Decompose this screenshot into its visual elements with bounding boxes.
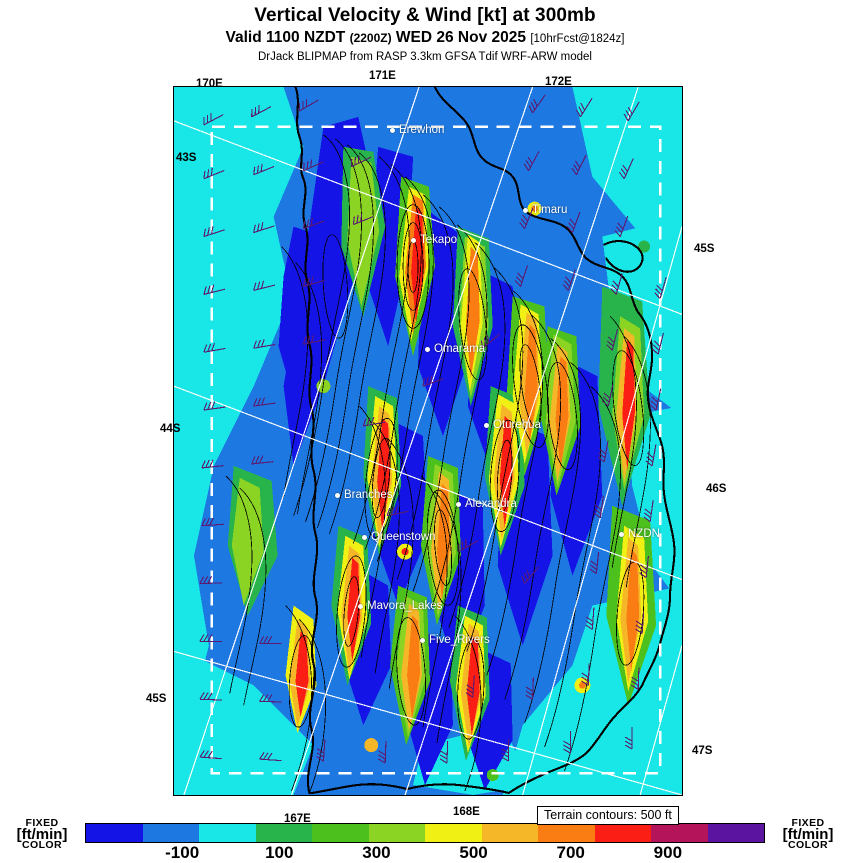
city-label: NZDN bbox=[628, 528, 660, 540]
colorbar-units-left: FIXED [ft/min] COLOR bbox=[2, 818, 82, 851]
city-dot-icon bbox=[425, 346, 430, 352]
colorbar-swatch-4 bbox=[312, 824, 369, 842]
city-label: Branches bbox=[344, 489, 393, 501]
map-frame[interactable] bbox=[173, 86, 683, 796]
colorbar-fixed-label-right: FIXED bbox=[791, 817, 825, 829]
colorbar-swatch-6 bbox=[425, 824, 482, 842]
colorbar-color-label-left: COLOR bbox=[22, 839, 62, 851]
colorbar-tick--100: -100 bbox=[165, 843, 200, 862]
lat-label-46s-4: 46S bbox=[706, 483, 727, 495]
valid-date: WED 26 Nov 2025 bbox=[395, 29, 527, 46]
lon-label-170e: 170E bbox=[196, 78, 223, 90]
lat-label-47s-5: 47S bbox=[692, 745, 713, 757]
city-dot-icon bbox=[335, 492, 340, 498]
city-label: Erewhon bbox=[399, 124, 445, 136]
city-label: Alexandra bbox=[465, 498, 517, 510]
colorbar-tick-300: 300 bbox=[362, 843, 391, 862]
map-panel[interactable] bbox=[173, 86, 683, 796]
city-dot-icon bbox=[362, 534, 367, 540]
city-dot-icon bbox=[358, 603, 363, 609]
city-label: Tekapo bbox=[420, 234, 458, 246]
city-marker-queenstown[interactable]: Queenstown bbox=[362, 531, 436, 543]
colorbar-tick-labels: -100 100 300 500 700 900 bbox=[85, 843, 765, 863]
valid-zulu: (2200Z) bbox=[349, 31, 392, 45]
lat-label-45s-2: 45S bbox=[146, 693, 167, 705]
colorbar-fixed-label-left: FIXED bbox=[25, 817, 59, 829]
city-label: Five_Rivers bbox=[429, 634, 490, 646]
city-marker-omarama[interactable]: Omarama bbox=[425, 343, 485, 355]
city-marker-alexandra[interactable]: Alexandra bbox=[456, 498, 517, 510]
city-label: Oturehua bbox=[493, 419, 541, 431]
city-label: Mavora_Lakes bbox=[367, 600, 443, 612]
lat-label-43s-0: 43S bbox=[176, 152, 197, 164]
colorbar-swatch-5 bbox=[368, 824, 425, 842]
page-title: Vertical Velocity & Wind [kt] at 300mb bbox=[254, 5, 596, 26]
colorbar-tick-900: 900 bbox=[653, 843, 683, 862]
city-label: Queenstown bbox=[371, 531, 436, 543]
lat-label-44s-1: 44S bbox=[160, 423, 181, 435]
city-marker-erewhon[interactable]: Erewhon bbox=[390, 124, 444, 136]
colorbar-units-right: FIXED [ft/min] COLOR bbox=[768, 818, 848, 851]
city-marker-mavora-lakes[interactable]: Mavora_Lakes bbox=[358, 600, 442, 612]
city-marker-oturehua[interactable]: Oturehua bbox=[484, 419, 541, 431]
city-dot-icon bbox=[411, 237, 416, 243]
lon-label-168e: 168E bbox=[453, 806, 480, 818]
colorbar-swatch-8 bbox=[538, 824, 595, 842]
colorbar-tick-100: 100 bbox=[265, 843, 294, 862]
colorbar-swatch-1 bbox=[142, 824, 199, 842]
colorbar-swatch-0 bbox=[86, 824, 143, 842]
lat-label-45s-3: 45S bbox=[694, 243, 715, 255]
header: Vertical Velocity & Wind [kt] at 300mb V… bbox=[0, 0, 850, 65]
city-dot-icon bbox=[390, 127, 395, 133]
city-label: Omarama bbox=[434, 343, 486, 355]
colorbar-unit-right: [ft/min] bbox=[782, 826, 834, 843]
colorbar-tick-700: 700 bbox=[556, 843, 585, 862]
colorbar-swatch-2 bbox=[199, 824, 256, 842]
city-marker-five-rivers[interactable]: Five_Rivers bbox=[420, 634, 490, 646]
colorbar-unit-left: [ft/min] bbox=[16, 826, 68, 843]
city-marker-timaru[interactable]: Timaru bbox=[523, 204, 567, 216]
colorbar-color-label-right: COLOR bbox=[788, 839, 828, 851]
lon-label-167e: 167E bbox=[284, 813, 311, 825]
colorbar-swatch-11 bbox=[707, 824, 764, 842]
city-label: Timaru bbox=[532, 204, 568, 216]
vertical-velocity-field bbox=[174, 87, 682, 795]
city-dot-icon bbox=[456, 501, 461, 507]
lon-label-171e: 171E bbox=[369, 70, 396, 82]
colorbar-swatch-10 bbox=[651, 824, 708, 842]
colorbar[interactable] bbox=[85, 823, 765, 843]
city-dot-icon bbox=[619, 531, 624, 537]
city-dot-icon bbox=[484, 422, 489, 428]
colorbar-tick-500: 500 bbox=[459, 843, 488, 862]
colorbar-swatch-9 bbox=[594, 824, 651, 842]
terrain-contour-note: Terrain contours: 500 ft bbox=[537, 806, 679, 825]
colorbar-swatch-7 bbox=[481, 824, 538, 842]
city-marker-tekapo[interactable]: Tekapo bbox=[411, 234, 457, 246]
city-dot-icon bbox=[523, 207, 528, 213]
forecast-tag: [10hrFcst@1824z] bbox=[530, 33, 625, 45]
valid-time: Valid 1100 NZDT bbox=[225, 29, 346, 46]
city-marker-branches[interactable]: Branches bbox=[335, 489, 393, 501]
valid-line: Valid 1100 NZDT (2200Z) WED 26 Nov 2025 … bbox=[0, 28, 850, 49]
colorbar-swatch-3 bbox=[255, 824, 312, 842]
model-line: DrJack BLIPMAP from RASP 3.3km GFSA Tdif… bbox=[257, 51, 592, 63]
city-marker-nzdn[interactable]: NZDN bbox=[619, 528, 660, 540]
lon-label-172e: 172E bbox=[545, 76, 572, 88]
city-dot-icon bbox=[420, 637, 425, 643]
